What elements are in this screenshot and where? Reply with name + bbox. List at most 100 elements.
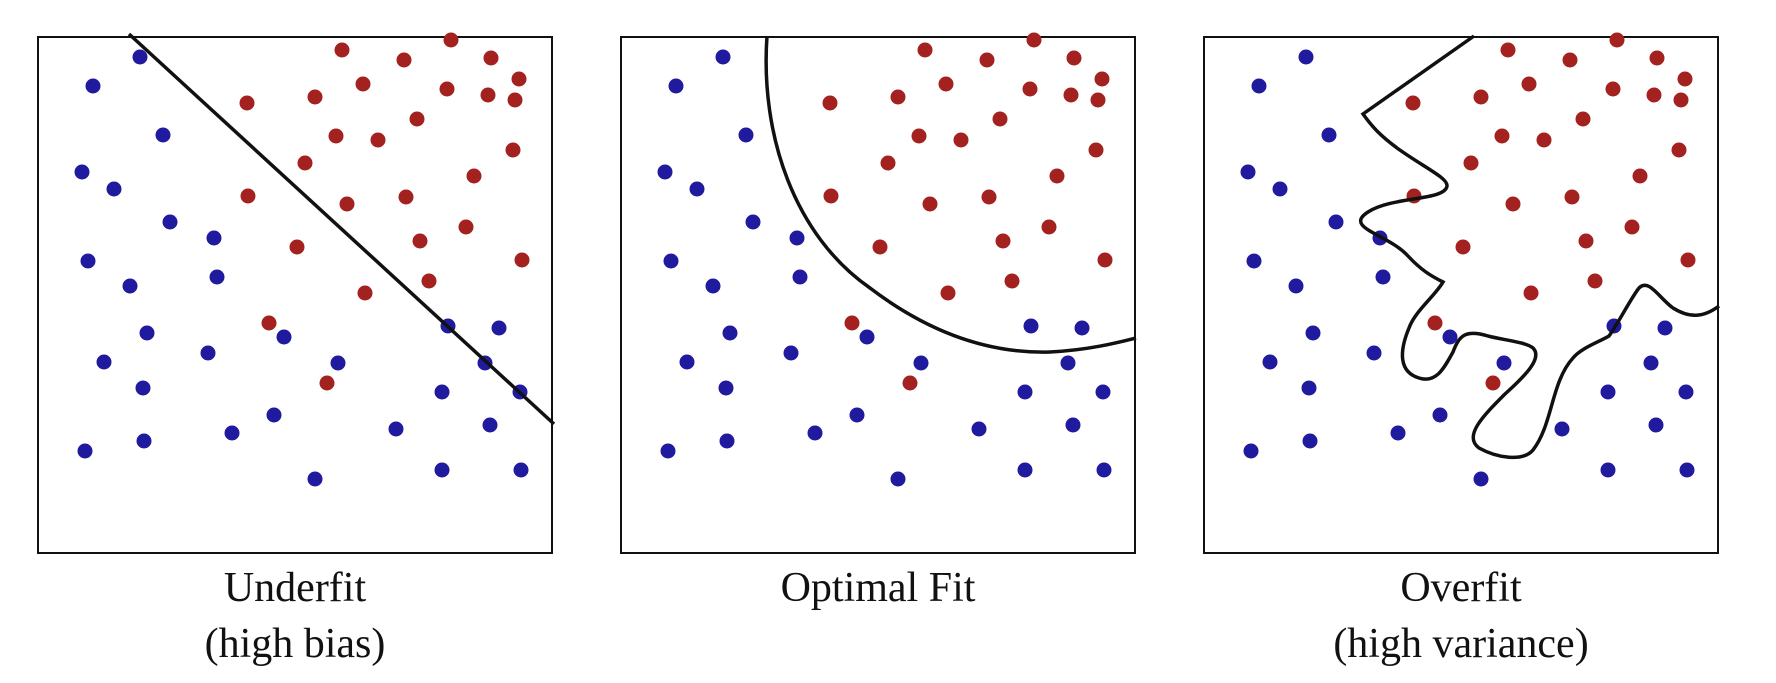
point-class-a bbox=[136, 433, 152, 449]
point-class-b bbox=[1041, 219, 1057, 235]
point-class-a bbox=[668, 78, 684, 94]
point-class-a bbox=[1375, 269, 1391, 285]
point-class-b bbox=[844, 315, 860, 331]
point-class-b bbox=[370, 132, 386, 148]
point-class-a bbox=[679, 354, 695, 370]
point-class-b bbox=[483, 50, 499, 66]
point-class-b bbox=[1500, 42, 1516, 58]
point-class-b bbox=[1094, 71, 1110, 87]
point-class-b bbox=[1632, 168, 1648, 184]
point-class-b bbox=[1609, 32, 1625, 48]
point-class-b bbox=[421, 273, 437, 289]
point-class-b bbox=[439, 81, 455, 97]
underfit-plot bbox=[37, 32, 556, 554]
point-class-a bbox=[1321, 127, 1337, 143]
caption-overfit: Overfit (high variance) bbox=[1161, 560, 1761, 672]
point-class-a bbox=[689, 181, 705, 197]
panel-underfit bbox=[37, 32, 556, 554]
point-class-a bbox=[96, 354, 112, 370]
point-class-a bbox=[1648, 417, 1664, 433]
point-class-b bbox=[890, 89, 906, 105]
point-class-a bbox=[307, 471, 323, 487]
point-class-b bbox=[922, 196, 938, 212]
point-class-b bbox=[458, 219, 474, 235]
point-class-a bbox=[783, 345, 799, 361]
point-class-a bbox=[663, 253, 679, 269]
point-class-a bbox=[1023, 318, 1039, 334]
point-class-a bbox=[1262, 354, 1278, 370]
point-class-b bbox=[1505, 196, 1521, 212]
point-class-b bbox=[953, 132, 969, 148]
point-class-b bbox=[480, 87, 496, 103]
point-class-a bbox=[224, 425, 240, 441]
caption-underfit-line2: (high bias) bbox=[204, 621, 386, 667]
point-class-a bbox=[1060, 355, 1076, 371]
point-class-b bbox=[1649, 50, 1665, 66]
point-class-a bbox=[1298, 49, 1314, 65]
point-class-a bbox=[1305, 325, 1321, 341]
point-class-a bbox=[206, 230, 222, 246]
point-class-b bbox=[1022, 81, 1038, 97]
point-class-b bbox=[505, 142, 521, 158]
point-class-b bbox=[1671, 142, 1687, 158]
point-class-b bbox=[1026, 32, 1042, 48]
point-class-a bbox=[1600, 384, 1616, 400]
point-class-a bbox=[807, 425, 823, 441]
point-class-b bbox=[911, 128, 927, 144]
point-class-a bbox=[1679, 462, 1695, 478]
point-class-a bbox=[388, 421, 404, 437]
point-class-a bbox=[276, 329, 292, 345]
point-class-a bbox=[85, 78, 101, 94]
point-class-b bbox=[1066, 50, 1082, 66]
point-class-b bbox=[1494, 128, 1510, 144]
point-class-a bbox=[135, 380, 151, 396]
point-class-a bbox=[789, 230, 805, 246]
point-class-a bbox=[1251, 78, 1267, 94]
point-class-b bbox=[979, 52, 995, 68]
point-class-a bbox=[106, 181, 122, 197]
point-class-b bbox=[1088, 142, 1104, 158]
point-class-a bbox=[745, 214, 761, 230]
point-class-b bbox=[1521, 76, 1537, 92]
point-class-a bbox=[1017, 462, 1033, 478]
point-class-b bbox=[1536, 132, 1552, 148]
point-class-a bbox=[209, 269, 225, 285]
point-class-a bbox=[705, 278, 721, 294]
point-class-a bbox=[1600, 462, 1616, 478]
point-class-a bbox=[139, 325, 155, 341]
point-class-b bbox=[1427, 315, 1443, 331]
point-class-b bbox=[443, 32, 459, 48]
point-class-a bbox=[715, 49, 731, 65]
point-class-b bbox=[412, 233, 428, 249]
optimal-plot bbox=[620, 32, 1137, 554]
point-class-a bbox=[132, 49, 148, 65]
point-class-a bbox=[971, 421, 987, 437]
point-class-a bbox=[1096, 462, 1112, 478]
data-points bbox=[657, 32, 1113, 487]
decision-boundary bbox=[764, 35, 1137, 354]
point-class-a bbox=[890, 471, 906, 487]
point-class-b bbox=[823, 188, 839, 204]
point-class-b bbox=[240, 188, 256, 204]
point-class-a bbox=[434, 384, 450, 400]
point-class-a bbox=[1657, 320, 1673, 336]
point-class-b bbox=[1587, 273, 1603, 289]
point-class-b bbox=[396, 52, 412, 68]
point-class-a bbox=[738, 127, 754, 143]
data-points bbox=[1240, 32, 1696, 487]
point-class-a bbox=[1302, 433, 1318, 449]
plot-frame bbox=[37, 36, 553, 554]
caption-overfit-line1: Overfit bbox=[1400, 565, 1522, 611]
point-class-a bbox=[718, 380, 734, 396]
point-class-b bbox=[511, 71, 527, 87]
point-class-b bbox=[1680, 252, 1696, 268]
point-class-b bbox=[1049, 168, 1065, 184]
point-class-b bbox=[289, 239, 305, 255]
point-class-a bbox=[74, 164, 90, 180]
point-class-a bbox=[200, 345, 216, 361]
point-class-b bbox=[1485, 375, 1501, 391]
point-class-a bbox=[122, 278, 138, 294]
point-class-a bbox=[1366, 345, 1382, 361]
point-class-b bbox=[1004, 273, 1020, 289]
point-class-b bbox=[917, 42, 933, 58]
